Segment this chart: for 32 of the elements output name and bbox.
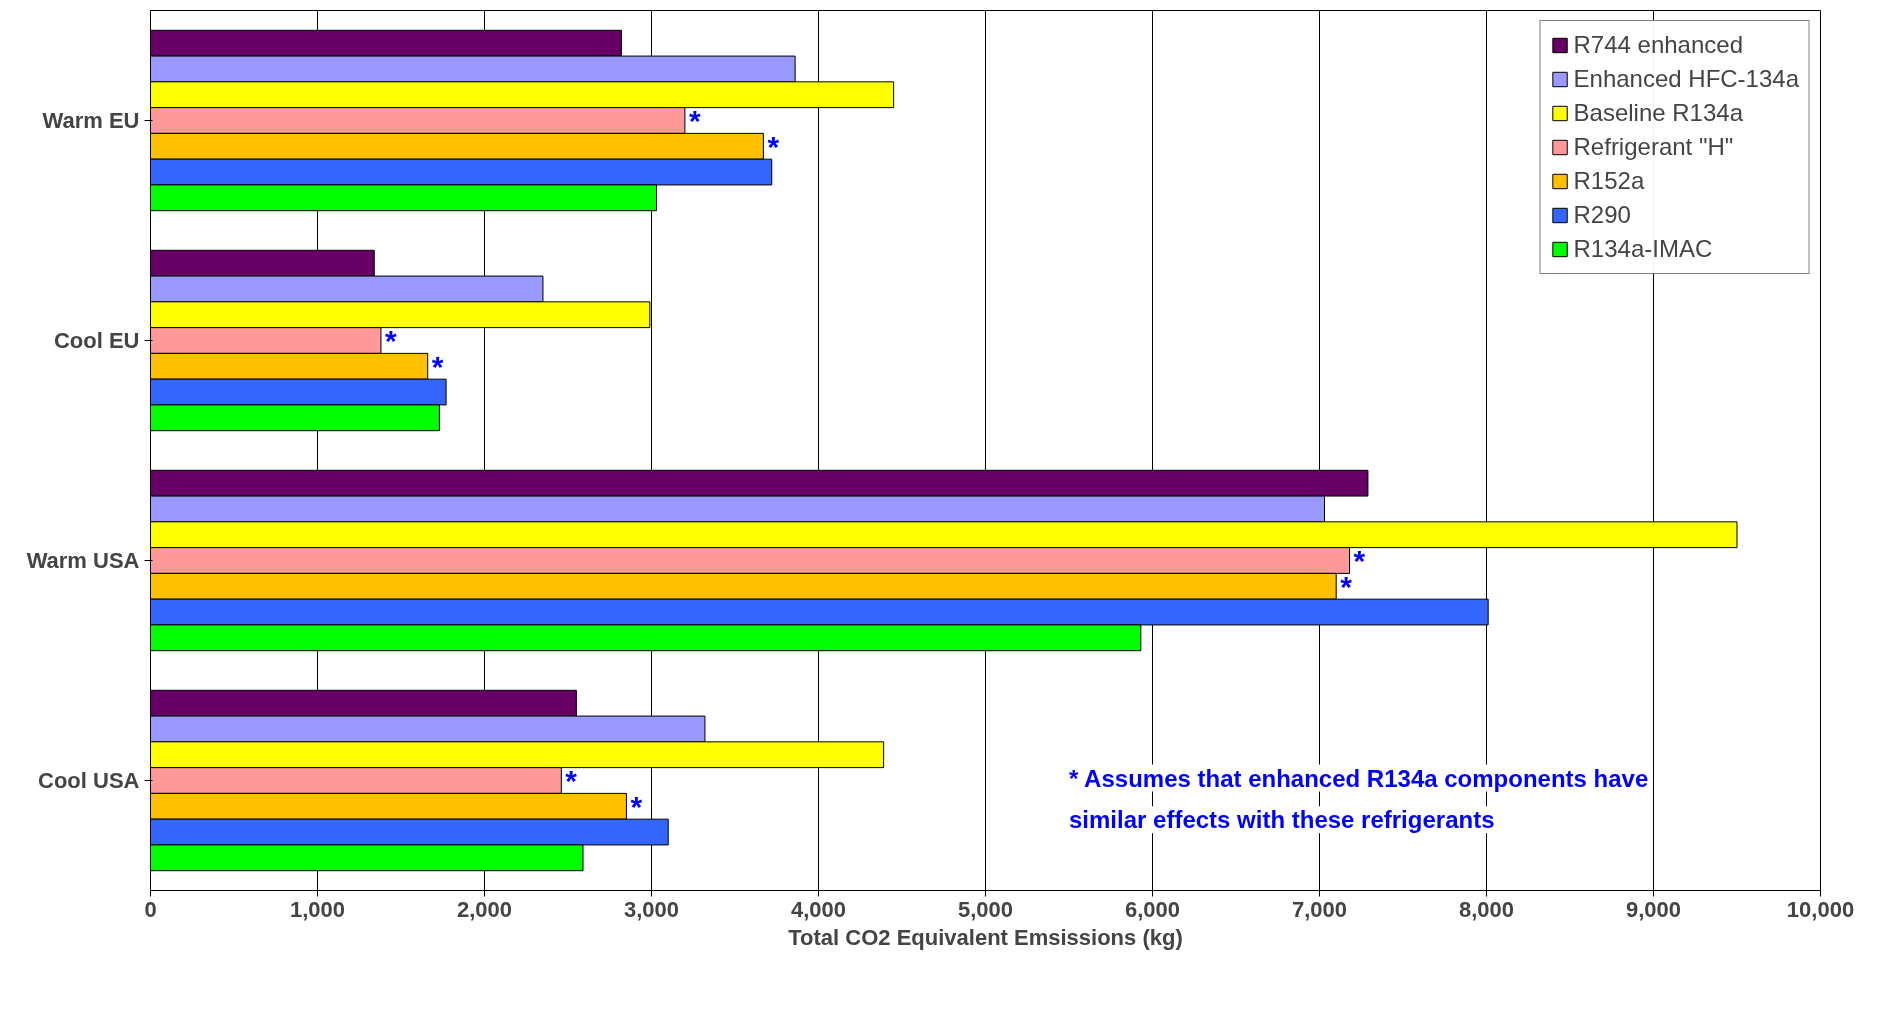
data-label: * <box>1353 544 1366 577</box>
x-tick-label: 2,000 <box>456 896 513 922</box>
legend-label: R290 <box>1573 201 1631 229</box>
x-tick-label: 8,000 <box>1458 896 1515 922</box>
y-tick-label: Cool EU <box>53 328 140 353</box>
x-axis-title: Total CO2 Equivalent Emsissions (kg) <box>788 924 1183 950</box>
data-label: * <box>384 324 397 357</box>
x-tick-label: 3,000 <box>623 896 680 922</box>
legend-label: Refrigerant "H" <box>1573 133 1734 161</box>
x-tick-label: 5,000 <box>957 896 1014 922</box>
data-label: * <box>1340 569 1353 603</box>
legend-label: R152a <box>1573 167 1645 195</box>
x-tick-label: 1,000 <box>289 896 346 922</box>
x-tick-label: 9,000 <box>1625 896 1682 922</box>
data-label: * <box>767 129 780 163</box>
legend-label: Enhanced HFC-134a <box>1573 65 1799 93</box>
data-label: * <box>565 764 578 797</box>
legend-label: Baseline R134a <box>1573 99 1743 127</box>
annotation: * Assumes that enhanced R134a components have similar effects with these refrigerants <box>1069 764 1649 834</box>
data-label: * <box>688 104 701 137</box>
y-tick-label: Cool USA <box>38 768 140 793</box>
x-tick-label: 7,000 <box>1291 896 1348 922</box>
x-tick-label: 6,000 <box>1124 896 1181 922</box>
x-tick-label: 0 <box>144 896 157 922</box>
x-tick-label: 10,000 <box>1786 896 1855 922</box>
data-label: * <box>630 789 643 823</box>
legend-label: R744 enhanced <box>1573 31 1744 59</box>
x-tick-label: 4,000 <box>790 896 847 922</box>
y-tick-label: Warm USA <box>26 548 140 573</box>
legend-label: R134a-IMAC <box>1573 235 1713 263</box>
data-label: * <box>431 349 444 383</box>
y-tick-label: Warm EU <box>42 108 140 133</box>
